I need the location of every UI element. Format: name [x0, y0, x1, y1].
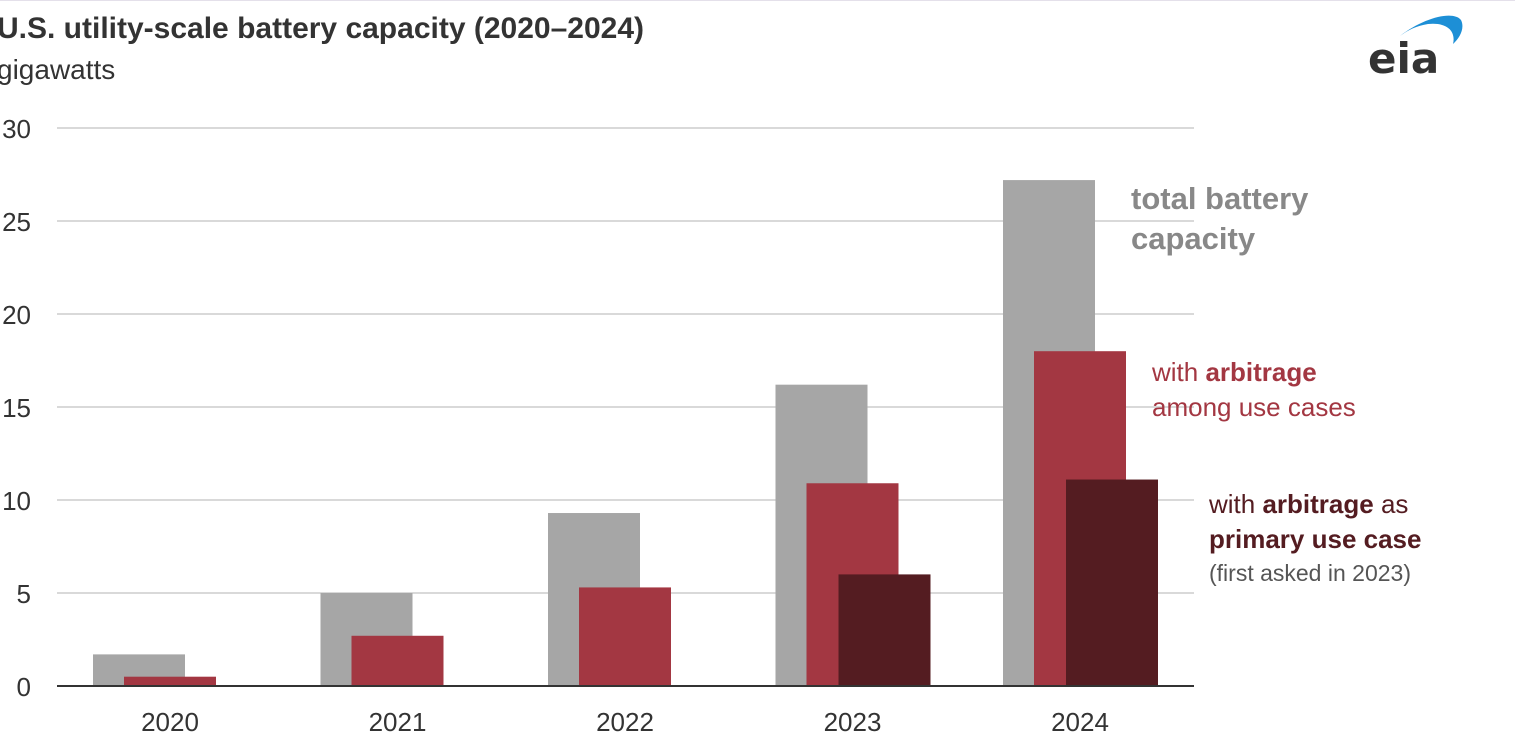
label-arbitrage-prefix: with — [1151, 357, 1205, 387]
svg-text:(first asked in 2023): (first asked in 2023) — [1209, 560, 1411, 586]
x-tick-label: 2024 — [1051, 707, 1109, 733]
svg-text:among use cases: among use cases — [1152, 392, 1356, 422]
label-primary-bold: arbitrage — [1262, 489, 1373, 519]
label-arbitrage-bold: arbitrage — [1205, 357, 1316, 387]
top-border — [0, 0, 1515, 1]
svg-text:primary use case: primary use case — [1209, 524, 1421, 554]
bar-arbitrage-2022 — [579, 587, 671, 686]
x-tick-label: 2020 — [141, 707, 199, 733]
label-primary-line2: primary use case — [1209, 524, 1421, 554]
x-tick-label: 2021 — [369, 707, 427, 733]
bar-arbitrage-2020 — [124, 676, 216, 686]
label-primary-note: (first asked in 2023) — [1209, 560, 1411, 586]
label-primary-prefix: with — [1208, 489, 1262, 519]
y-tick-label: 10 — [2, 486, 31, 516]
label-arbitrage-line2: among use cases — [1152, 392, 1356, 422]
bar-primary-2023 — [838, 574, 931, 686]
chart-title: U.S. utility-scale battery capacity (202… — [0, 12, 644, 45]
y-axis-unit: gigawatts — [0, 54, 116, 85]
x-tick-label: 2022 — [596, 707, 654, 733]
svg-text:with arbitrage: with arbitrage — [1151, 357, 1317, 387]
logo-arc — [1400, 15, 1463, 44]
bar-primary-2024 — [1066, 479, 1158, 686]
y-tick-label: 20 — [2, 300, 31, 330]
eia-logo: eia — [1368, 15, 1463, 80]
y-tick-label: 5 — [17, 579, 31, 609]
label-total-line2: capacity — [1131, 221, 1256, 256]
y-tick-label: 30 — [2, 114, 31, 144]
svg-text:capacity: capacity — [1131, 221, 1256, 256]
label-primary-suffix: as — [1374, 489, 1409, 519]
y-tick-label: 0 — [17, 672, 31, 702]
label-total-line1: total battery — [1131, 181, 1309, 216]
svg-text:total battery: total battery — [1131, 181, 1309, 216]
svg-text:with arbitrage as: with arbitrage as — [1208, 489, 1408, 519]
x-tick-label: 2023 — [824, 707, 882, 733]
bar-arbitrage-2021 — [351, 635, 444, 686]
y-tick-label: 25 — [2, 207, 31, 237]
logo-text: eia — [1368, 34, 1439, 80]
y-tick-label: 15 — [2, 393, 31, 423]
